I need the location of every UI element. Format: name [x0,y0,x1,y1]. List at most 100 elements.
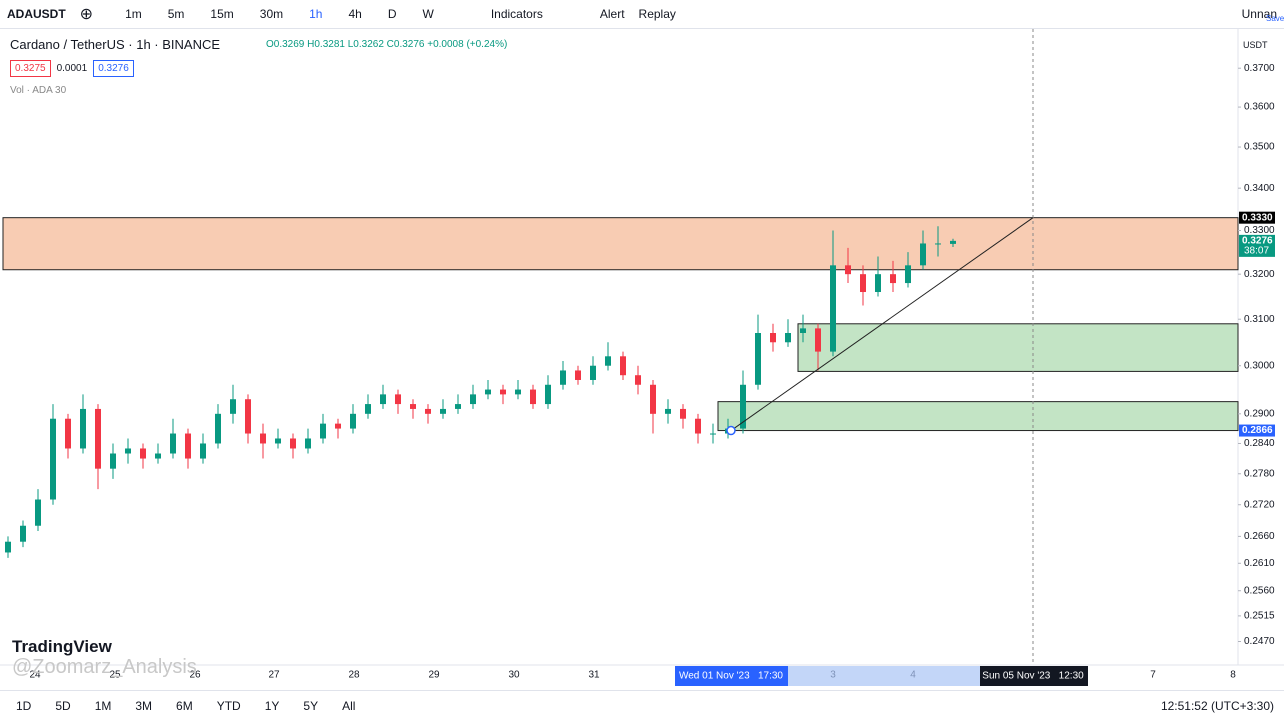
x-tick-label: 27 [268,670,280,681]
candle-body [110,453,116,469]
candle-body [860,274,866,293]
y-tick-label: 0.2840 [1244,438,1275,449]
range-button[interactable]: 1Y [264,699,280,713]
candle-body [830,265,836,352]
price-label: 0.2866 [1242,425,1273,436]
interval-button[interactable]: 1h [309,7,323,21]
candle-body [65,418,71,449]
indicators-button[interactable]: Indicators [490,7,543,21]
candle-body [410,404,416,409]
interval-button[interactable]: 30m [259,7,284,21]
x-tick-label: 31 [588,670,600,681]
y-tick-label: 0.2660 [1244,531,1275,542]
interval-group: 1m 5m 15m 30m 1h 4h D W [118,7,441,21]
range-button[interactable]: 1M [94,699,112,713]
bid[interactable]: 0.3275 [10,60,51,77]
zone [797,323,1239,372]
x-tick-label: 26 [189,670,201,681]
interval-button[interactable]: W [422,7,434,21]
candle-body [770,333,776,343]
y-tick-label: 0.3000 [1244,360,1275,371]
replay-button[interactable]: Replay [638,7,676,21]
candle-body [95,408,101,469]
y-tick-label: 0.2720 [1244,499,1275,510]
layout-name[interactable]: Unnan [1241,7,1277,21]
y-tick-label: 0.3300 [1244,225,1275,236]
candle-body [290,438,296,449]
candle-body [335,423,341,429]
candle-body [365,404,371,414]
top-toolbar: ADAUSDT ⊕ 1m 5m 15m 30m 1h 4h D W Indicators Al… [0,0,1284,29]
volume-label: Vol · ADA 30 [10,85,67,96]
candle-body [455,404,461,409]
quote-row: 0.3275 0.0001 0.3276 [10,60,134,77]
candle-body [605,356,611,366]
currency[interactable]: USDT [1243,40,1268,50]
candle-body [635,375,641,385]
candle-body [590,365,596,380]
y-tick-label: 0.3200 [1244,269,1275,280]
candle-body [500,389,506,395]
candle-body [545,384,551,405]
chart: 0.3700 0.3600 0.3500 0.3400 0.3300 0.3200 0.31… [0,29,1284,686]
candle-body [170,433,176,454]
range-button[interactable]: 5D [55,699,71,713]
candle-body [680,408,686,419]
candle-body [710,433,716,435]
candle-body [575,370,581,380]
candle-body [665,408,671,414]
x-tick-label: 24 [29,670,41,681]
interval-button[interactable]: 5m [167,7,185,21]
y-tick-label: 0.2515 [1244,611,1275,622]
alert-button[interactable]: Alert [599,7,625,21]
range-button[interactable]: All [342,699,356,713]
trendline [730,217,1034,431]
y-tick-label: 0.2470 [1244,636,1275,647]
price-label-box [1239,424,1275,437]
candle-body [230,399,236,414]
ask[interactable]: 0.3276 [93,60,134,77]
symbol-title: Cardano / TetherUS · 1h · BINANCE [10,37,220,52]
candle-body [620,356,626,376]
candle-body [815,328,821,352]
range-button[interactable]: YTD [216,699,241,713]
x-tick-label: 28 [348,670,360,681]
candle-body [905,265,911,284]
candle-body [320,423,326,439]
add-symbol[interactable]: ⊕ [79,6,94,23]
crosshair-label: Wed 01 Nov '23 17:30 [679,671,783,682]
y-tick-label: 0.2560 [1244,585,1275,596]
trendline-anchor [726,425,736,436]
title-text: Cardano / TetherUS · 1h · BINANCE [10,37,221,52]
candle-body [20,525,26,542]
candle-body [350,413,356,429]
interval-button[interactable]: 4h [348,7,362,21]
candle-body [785,333,791,343]
range-button[interactable]: 3M [135,699,153,713]
bottom-toolbar: 1D 5D 1M 3M 6M YTD 1Y 5Y All 12:51:52 (UTC+3:30) [0,690,1284,721]
y-tick-label: 0.3100 [1244,314,1275,325]
candle-body [800,328,806,334]
range-group: 1D 5D 1M 3M 6M YTD 1Y 5Y All [10,699,361,713]
candle-body [395,394,401,405]
candle-body [515,389,521,395]
y-tick-label: 0.2780 [1244,468,1275,479]
interval-button[interactable]: 15m [210,7,234,21]
range-button[interactable]: 5Y [303,699,319,713]
candle-body [5,541,11,553]
candle-body [440,408,446,414]
x-tick-label: 30 [508,670,520,681]
save-label[interactable]: Save [1266,14,1284,23]
range-button[interactable]: 6M [176,699,193,713]
crosshair-label-box [675,666,788,686]
y-tick-label: 0.2610 [1244,558,1275,569]
interval-button[interactable]: D [387,7,397,21]
candle-body [35,499,41,526]
x-tick-label: 29 [428,670,440,681]
candle-body [530,389,536,405]
candle-body [695,418,701,434]
symbol-search[interactable]: ADAUSDT [7,7,66,21]
y-tick-label: 0.3400 [1244,183,1275,194]
interval-button[interactable]: 1m [125,7,142,21]
range-button[interactable]: 1D [16,699,32,713]
